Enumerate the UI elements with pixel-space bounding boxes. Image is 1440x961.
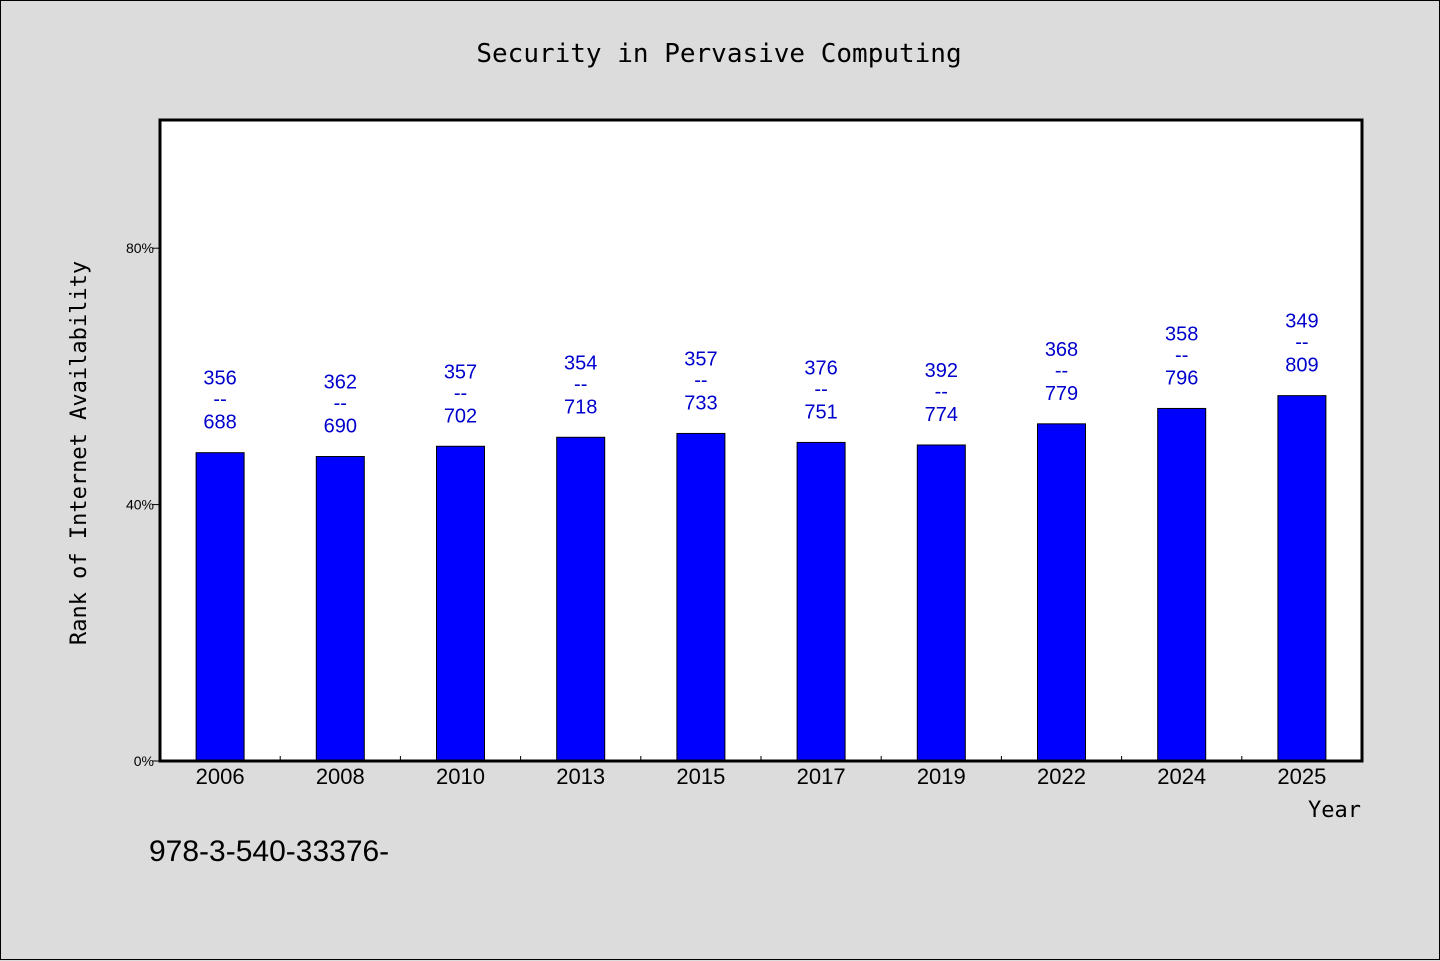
data-label-sep-2006: --	[213, 389, 226, 411]
data-label-bottom-2008: 690	[324, 416, 357, 438]
data-label-top-2019: 392	[925, 360, 958, 382]
y-tick-label: 0%	[134, 753, 154, 769]
data-label-bottom-2025: 809	[1285, 355, 1318, 377]
data-label-bottom-2017: 751	[804, 401, 837, 423]
bar-2022	[1037, 423, 1086, 762]
data-label-bottom-2013: 718	[564, 396, 597, 418]
data-label-top-2024: 358	[1165, 323, 1198, 345]
bar-2019	[916, 444, 966, 762]
x-tick-label-2024: 2024	[1157, 764, 1206, 789]
bars-layer	[195, 395, 1327, 762]
x-tick-label-2025: 2025	[1277, 764, 1326, 789]
data-label-sep-2010: --	[454, 382, 467, 404]
bar-2025	[1277, 395, 1327, 762]
x-tick-label-2008: 2008	[316, 764, 365, 789]
data-label-sep-2013: --	[574, 373, 587, 395]
data-label-bottom-2006: 688	[203, 412, 236, 434]
data-label-top-2006: 356	[203, 368, 236, 390]
footer-note: 978-3-540-33376-	[149, 835, 390, 868]
x-tick-label-2013: 2013	[556, 764, 605, 789]
bar-2024	[1157, 407, 1207, 762]
data-label-top-2010: 357	[444, 361, 477, 383]
bar-2017	[796, 441, 846, 762]
data-label-bottom-2022: 779	[1045, 383, 1078, 405]
x-tick-label-2019: 2019	[917, 764, 966, 789]
data-label-top-2015: 357	[684, 348, 717, 370]
data-label-bottom-2024: 796	[1165, 367, 1198, 389]
data-labels-layer: 356--688362--690357--702354--718357--733…	[203, 311, 1318, 438]
y-axis-title: Rank of Internet Availability	[67, 261, 92, 645]
data-label-sep-2022: --	[1055, 360, 1068, 382]
bar-2013	[556, 436, 606, 762]
data-label-top-2022: 368	[1045, 339, 1078, 361]
bar-2006	[195, 452, 245, 762]
data-label-top-2025: 349	[1285, 311, 1318, 333]
data-label-sep-2024: --	[1175, 344, 1188, 366]
y-axis: 0% 40% 80%	[126, 240, 160, 769]
data-label-bottom-2010: 702	[444, 405, 477, 427]
data-label-top-2017: 376	[804, 357, 837, 379]
data-label-bottom-2019: 774	[925, 404, 958, 426]
x-tick-label-2017: 2017	[797, 764, 846, 789]
y-tick-label: 80%	[126, 240, 154, 256]
data-label-sep-2008: --	[334, 393, 347, 415]
data-label-top-2008: 362	[324, 372, 357, 394]
data-label-sep-2019: --	[935, 381, 948, 403]
data-label-sep-2017: --	[814, 378, 827, 400]
y-tick-label: 40%	[126, 497, 154, 513]
x-tick-label-2015: 2015	[676, 764, 725, 789]
chart-title: Security in Pervasive Computing	[476, 39, 961, 69]
data-label-sep-2015: --	[694, 369, 707, 391]
data-label-sep-2025: --	[1295, 332, 1308, 354]
x-tick-label-2006: 2006	[196, 764, 245, 789]
x-tick-label-2010: 2010	[436, 764, 485, 789]
x-axis-title: Year	[1308, 798, 1361, 823]
data-label-bottom-2015: 733	[684, 392, 717, 414]
data-label-top-2013: 354	[564, 352, 597, 374]
bar-2010	[436, 445, 485, 762]
x-tick-label-2022: 2022	[1037, 764, 1086, 789]
bar-2015	[676, 432, 726, 762]
plot-border	[158, 118, 1364, 763]
bar-2008	[315, 456, 365, 762]
